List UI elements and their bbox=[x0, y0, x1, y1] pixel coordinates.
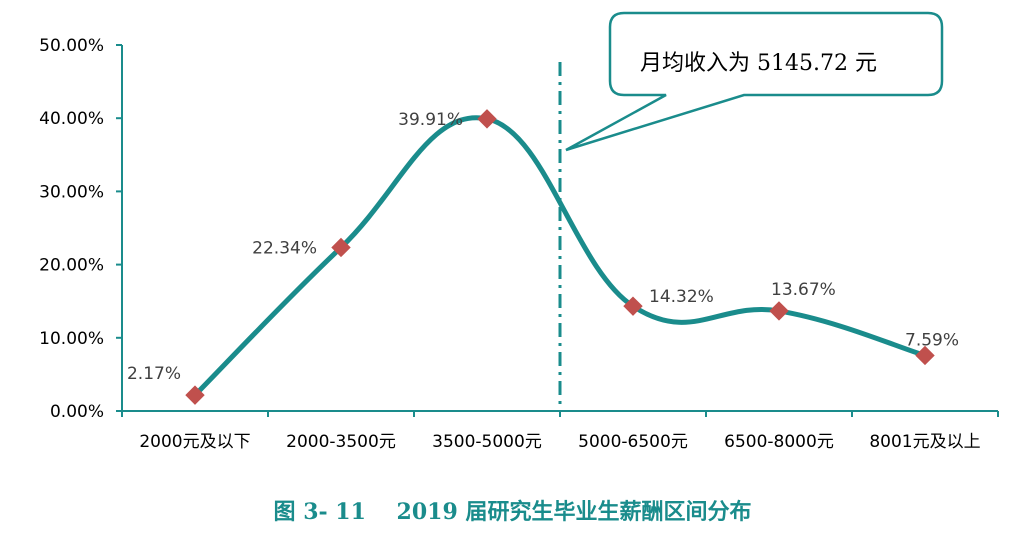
y-tick-label: 40.00% bbox=[39, 109, 104, 129]
x-tick-label: 8001元及以上 bbox=[869, 432, 980, 452]
data-label: 2.17% bbox=[127, 364, 181, 384]
data-point-marker bbox=[769, 301, 789, 321]
callout-bubble bbox=[565, 11, 944, 152]
data-point-marker bbox=[623, 296, 643, 316]
callout-text: 月均收入为 5145.72 元 bbox=[640, 51, 877, 76]
y-tick-label: 0.00% bbox=[50, 402, 104, 422]
data-point-marker bbox=[185, 385, 205, 405]
x-tick-label: 6500-8000元 bbox=[724, 432, 834, 452]
salary-chart: 0.00% 10.00% 20.00% 30.00% 40.00% 50.00% 2000… bbox=[39, 11, 999, 452]
x-tick-label: 5000-6500元 bbox=[578, 432, 688, 452]
y-tick-label: 10.00% bbox=[39, 329, 104, 349]
y-tick-label: 50.00% bbox=[39, 36, 104, 56]
x-tick-labels: 2000元及以下 2000-3500元 3500-5000元 5000-6500元 65… bbox=[139, 432, 980, 452]
figure-caption: 图 3- 11 2019 届研究生毕业生薪酬区间分布 bbox=[273, 499, 752, 525]
y-tick-label: 20.00% bbox=[39, 256, 104, 276]
data-markers bbox=[185, 109, 935, 405]
data-point-marker bbox=[331, 237, 351, 258]
y-tick-labels: 0.00% 10.00% 20.00% 30.00% 40.00% 50.00% bbox=[39, 36, 104, 422]
axes bbox=[116, 44, 999, 417]
data-label: 22.34% bbox=[252, 238, 317, 258]
data-label: 39.91% bbox=[398, 110, 463, 130]
data-labels: 2.17% 22.34% 39.91% 14.32% 13.67% 7.59% bbox=[127, 110, 959, 384]
data-point-marker bbox=[915, 345, 935, 366]
x-tick-label: 2000元及以下 bbox=[139, 432, 250, 452]
y-tick-label: 30.00% bbox=[39, 182, 104, 202]
x-tick-label: 3500-5000元 bbox=[432, 432, 542, 452]
data-point-marker bbox=[477, 109, 497, 129]
x-tick-label: 2000-3500元 bbox=[286, 432, 396, 452]
data-label: 13.67% bbox=[771, 280, 836, 300]
data-label: 7.59% bbox=[905, 330, 959, 350]
data-label: 14.32% bbox=[649, 287, 714, 307]
